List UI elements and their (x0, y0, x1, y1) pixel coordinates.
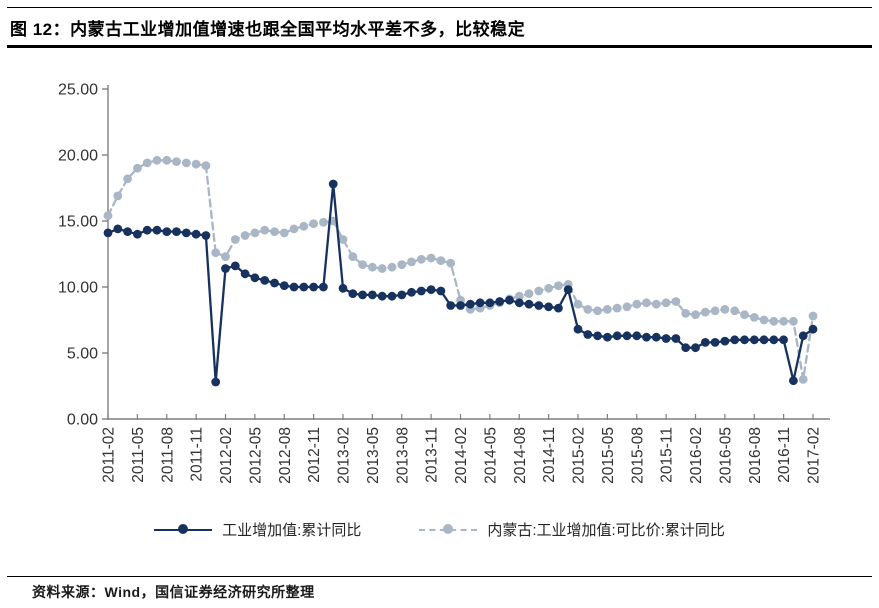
svg-text:2012-02: 2012-02 (218, 427, 235, 484)
svg-text:2013-08: 2013-08 (394, 427, 411, 484)
svg-text:2012-08: 2012-08 (277, 427, 294, 484)
svg-text:2016-02: 2016-02 (688, 427, 705, 484)
svg-text:2014-11: 2014-11 (541, 427, 558, 483)
svg-text:2015-05: 2015-05 (600, 427, 617, 484)
svg-text:25.00: 25.00 (58, 82, 98, 99)
legend-item-inner-mongolia: 内蒙古:工业增加值:可比价:累计同比 (419, 519, 725, 540)
svg-text:2013-05: 2013-05 (365, 427, 382, 484)
svg-text:2014-05: 2014-05 (482, 427, 499, 484)
svg-text:2014-08: 2014-08 (512, 427, 529, 484)
title-underline-divider (7, 45, 872, 48)
series-1 (103, 155, 818, 384)
svg-text:0.00: 0.00 (67, 412, 98, 429)
chart-area: 0.00 5.00 10.00 15.00 20.00 25.00 2011-02 2011-… (0, 58, 879, 518)
svg-text:2016-08: 2016-08 (747, 427, 764, 484)
svg-text:2012-05: 2012-05 (247, 427, 264, 484)
source-note: 资料来源：Wind，国信证券经济研究所整理 (32, 584, 315, 600)
bottom-divider (7, 576, 872, 577)
svg-text:2011-02: 2011-02 (101, 427, 118, 483)
svg-text:10.00: 10.00 (58, 280, 98, 297)
svg-text:15.00: 15.00 (58, 214, 98, 231)
legend-label-national: 工业增加值:累计同比 (222, 522, 362, 539)
svg-text:2015-02: 2015-02 (571, 427, 588, 484)
series-0 (103, 179, 818, 387)
solid-line-marker-icon (154, 528, 213, 531)
svg-text:2016-11: 2016-11 (776, 427, 793, 483)
top-divider (7, 7, 872, 8)
axes: 0.00 5.00 10.00 15.00 20.00 25.00 2011-02 2011-… (58, 82, 830, 484)
chart-legend: 工业增加值:累计同比 内蒙古:工业增加值:可比价:累计同比 (0, 519, 879, 540)
figure-title: 图 12：内蒙古工业增加值增速也跟全国平均水平差不多，比较稳定 (10, 20, 526, 39)
legend-item-national: 工业增加值:累计同比 (154, 519, 361, 540)
svg-text:2014-02: 2014-02 (453, 427, 470, 484)
legend-label-inner-mongolia: 内蒙古:工业增加值:可比价:累计同比 (487, 522, 725, 539)
svg-text:2011-08: 2011-08 (159, 427, 176, 483)
dashed-line-marker-icon (419, 528, 478, 531)
svg-text:2013-02: 2013-02 (336, 427, 353, 484)
svg-text:2012-11: 2012-11 (306, 427, 323, 483)
svg-text:2011-11: 2011-11 (189, 427, 206, 482)
chart-canvas: 0.00 5.00 10.00 15.00 20.00 25.00 2011-02 2011-… (58, 82, 830, 484)
svg-text:2013-11: 2013-11 (424, 427, 441, 483)
svg-text:2016-05: 2016-05 (717, 427, 734, 484)
svg-text:2015-08: 2015-08 (629, 427, 646, 484)
svg-text:2015-11: 2015-11 (659, 427, 676, 483)
svg-text:20.00: 20.00 (58, 148, 98, 165)
svg-text:2017-02: 2017-02 (806, 427, 823, 484)
svg-text:5.00: 5.00 (67, 346, 98, 363)
svg-text:2011-05: 2011-05 (130, 427, 147, 483)
